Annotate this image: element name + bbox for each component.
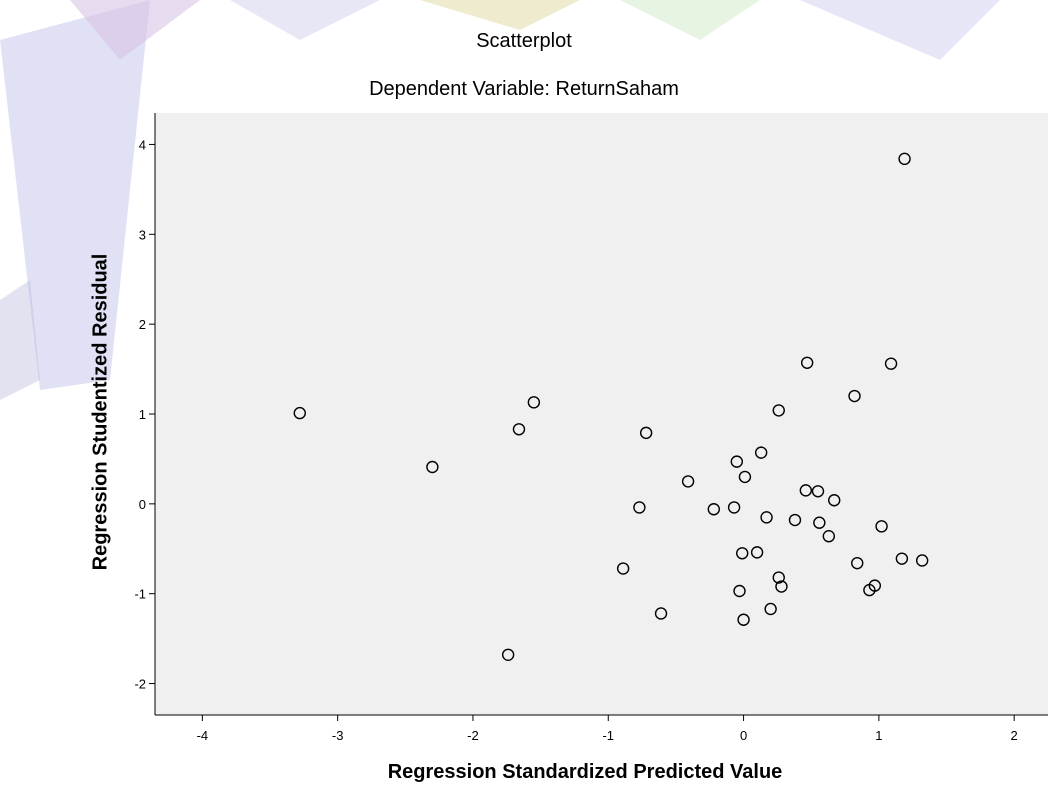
data-point xyxy=(512,423,526,436)
data-point xyxy=(760,511,773,524)
data-point xyxy=(915,554,929,567)
data-point xyxy=(813,516,826,529)
data-point xyxy=(733,584,746,598)
y-tick-label: -2 xyxy=(134,677,146,692)
data-point xyxy=(754,446,768,459)
data-point xyxy=(764,602,777,616)
x-tick-label: -3 xyxy=(332,728,344,743)
data-point xyxy=(775,580,788,593)
plot-area xyxy=(155,113,1048,715)
data-point xyxy=(884,357,898,370)
data-point xyxy=(799,484,813,497)
data-point xyxy=(681,475,695,488)
data-point xyxy=(426,460,439,474)
y-tick-label: 0 xyxy=(139,497,146,512)
data-point xyxy=(738,470,752,484)
y-tick-label: 3 xyxy=(139,227,146,242)
x-tick-label: 1 xyxy=(875,728,882,743)
data-point xyxy=(527,396,541,409)
data-point xyxy=(772,571,785,584)
data-point xyxy=(750,546,764,559)
data-point xyxy=(639,426,653,440)
data-point xyxy=(727,501,741,514)
x-tick-label: 2 xyxy=(1011,728,1018,743)
data-point xyxy=(654,607,668,620)
data-points xyxy=(293,152,929,661)
data-point xyxy=(293,406,306,420)
data-point xyxy=(822,529,836,543)
data-point xyxy=(633,501,646,514)
data-point xyxy=(895,552,909,565)
data-point xyxy=(707,503,721,516)
data-point xyxy=(828,494,841,507)
data-point xyxy=(848,389,861,403)
data-point xyxy=(501,648,515,661)
y-tick-label: -1 xyxy=(134,587,146,602)
x-tick-label: -2 xyxy=(467,728,479,743)
data-point xyxy=(811,485,825,498)
y-axis-label: Regression Studentized Residual xyxy=(89,253,112,571)
x-tick-label: 0 xyxy=(740,728,747,743)
x-axis: -4 -3 -2 -1 0 1 2 xyxy=(155,714,1048,743)
chart-title: Scatterplot xyxy=(476,30,572,52)
data-point xyxy=(788,513,802,527)
data-point xyxy=(875,520,888,533)
y-tick-label: 4 xyxy=(139,137,146,152)
data-point xyxy=(730,455,744,468)
data-point xyxy=(737,613,750,626)
data-point xyxy=(616,562,630,575)
y-tick-label: 2 xyxy=(139,317,146,332)
chart-subtitle: Dependent Variable: ReturnSaham xyxy=(369,78,679,100)
data-point xyxy=(851,556,864,570)
y-axis: -2 -1 0 1 2 3 4 xyxy=(134,113,156,715)
y-tick-label: 1 xyxy=(139,407,146,422)
data-point xyxy=(898,152,911,166)
x-axis-label: Regression Standardized Predicted Value xyxy=(387,761,783,783)
data-point xyxy=(868,579,882,592)
x-tick-label: -4 xyxy=(197,728,209,743)
data-point xyxy=(800,356,814,369)
x-tick-label: -1 xyxy=(602,728,614,743)
data-point xyxy=(736,547,749,560)
data-point xyxy=(772,404,785,417)
